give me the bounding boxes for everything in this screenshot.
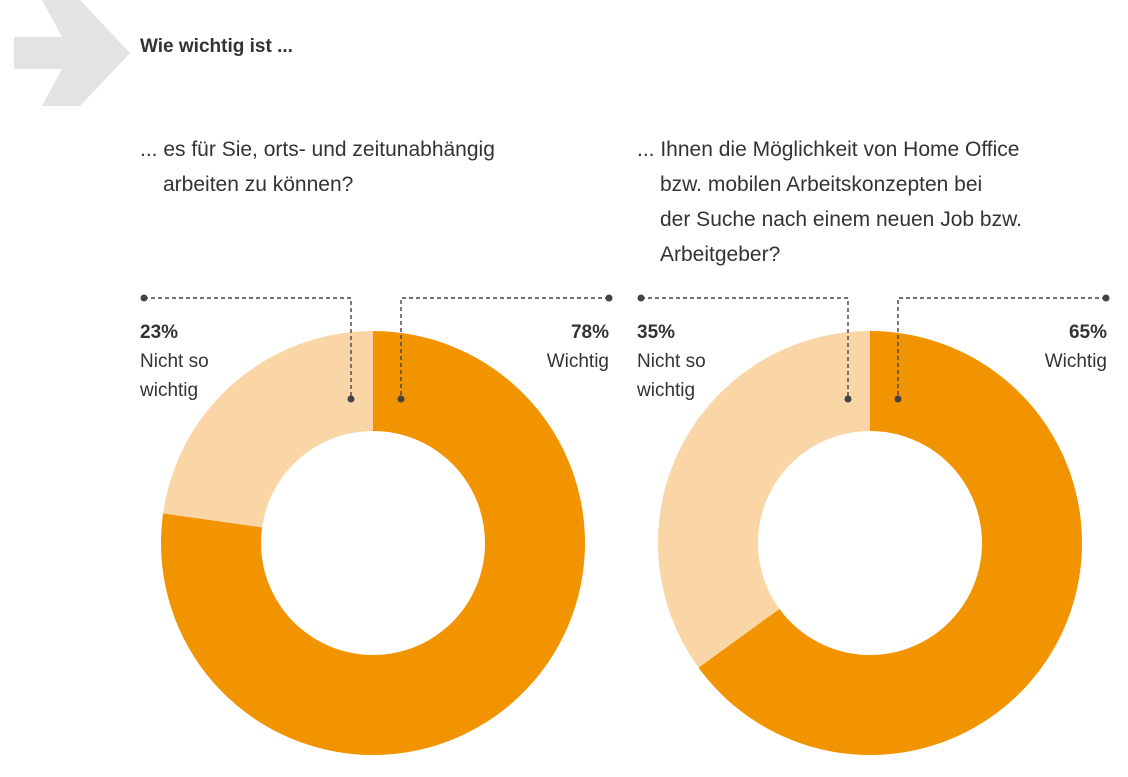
text-not-important-2b: wichtig bbox=[637, 380, 696, 401]
leader-line-important-1-dot-1 bbox=[605, 294, 613, 302]
question-1-line-2: arbeiten zu können? bbox=[163, 173, 354, 196]
leader-line-important-2 bbox=[897, 297, 1106, 399]
slice-nicht-so-wichtig-2 bbox=[658, 331, 870, 668]
label-not-important-1: 23% Nicht so wichtig bbox=[140, 318, 209, 405]
leader-line-important-2-dot-1 bbox=[1102, 294, 1110, 302]
slice-wichtig-2 bbox=[698, 331, 1082, 755]
label-not-important-2: 35% Nicht so wichtig bbox=[637, 318, 706, 405]
leader-line-not-important-2-dot-2 bbox=[844, 395, 852, 403]
leader-line-important-1 bbox=[400, 297, 609, 399]
slice-wichtig-1 bbox=[160, 331, 585, 755]
question-2-line-4: Arbeitgeber? bbox=[660, 243, 781, 266]
question-1: ... es für Sie, orts- und zeitunabhängig… bbox=[140, 132, 495, 202]
question-2-line-1: ... Ihnen die Möglichkeit von Home Offic… bbox=[637, 138, 1020, 161]
text-important-2: Wichtig bbox=[1044, 351, 1107, 372]
label-important-2: 65% Wichtig bbox=[1045, 318, 1107, 376]
leader-line-not-important-1 bbox=[144, 297, 352, 399]
label-important-1: 78% Wichtig bbox=[547, 318, 609, 376]
slice-nicht-so-wichtig-1 bbox=[163, 331, 373, 528]
text-not-important-1b: wichtig bbox=[140, 380, 199, 401]
arrow-icon bbox=[14, 0, 130, 106]
leader-line-important-1-dot-2 bbox=[397, 395, 405, 403]
question-2-line-3: der Suche nach einem neuen Job bzw. bbox=[660, 208, 1022, 231]
pct-not-important-2: 35% bbox=[637, 322, 676, 343]
pct-not-important-1: 23% bbox=[140, 322, 179, 343]
question-2-line-2: bzw. mobilen Arbeitskonzepten bei bbox=[660, 173, 983, 196]
text-important-1: Wichtig bbox=[546, 351, 609, 372]
leader-line-not-important-2 bbox=[641, 297, 849, 399]
text-not-important-1a: Nicht so bbox=[140, 351, 209, 372]
question-2: ... Ihnen die Möglichkeit von Home Offic… bbox=[637, 132, 1022, 272]
leader-line-not-important-1-dot-1 bbox=[140, 294, 148, 302]
pct-important-1: 78% bbox=[570, 322, 609, 343]
leader-line-important-2-dot-2 bbox=[894, 395, 902, 403]
page-title: Wie wichtig ist ... bbox=[140, 36, 293, 57]
text-not-important-2a: Nicht so bbox=[637, 351, 706, 372]
leader-line-not-important-1-dot-2 bbox=[347, 395, 355, 403]
question-1-line-1: ... es für Sie, orts- und zeitunabhängig bbox=[140, 138, 495, 161]
leader-line-not-important-2-dot-1 bbox=[637, 294, 645, 302]
pct-important-2: 65% bbox=[1068, 322, 1107, 343]
